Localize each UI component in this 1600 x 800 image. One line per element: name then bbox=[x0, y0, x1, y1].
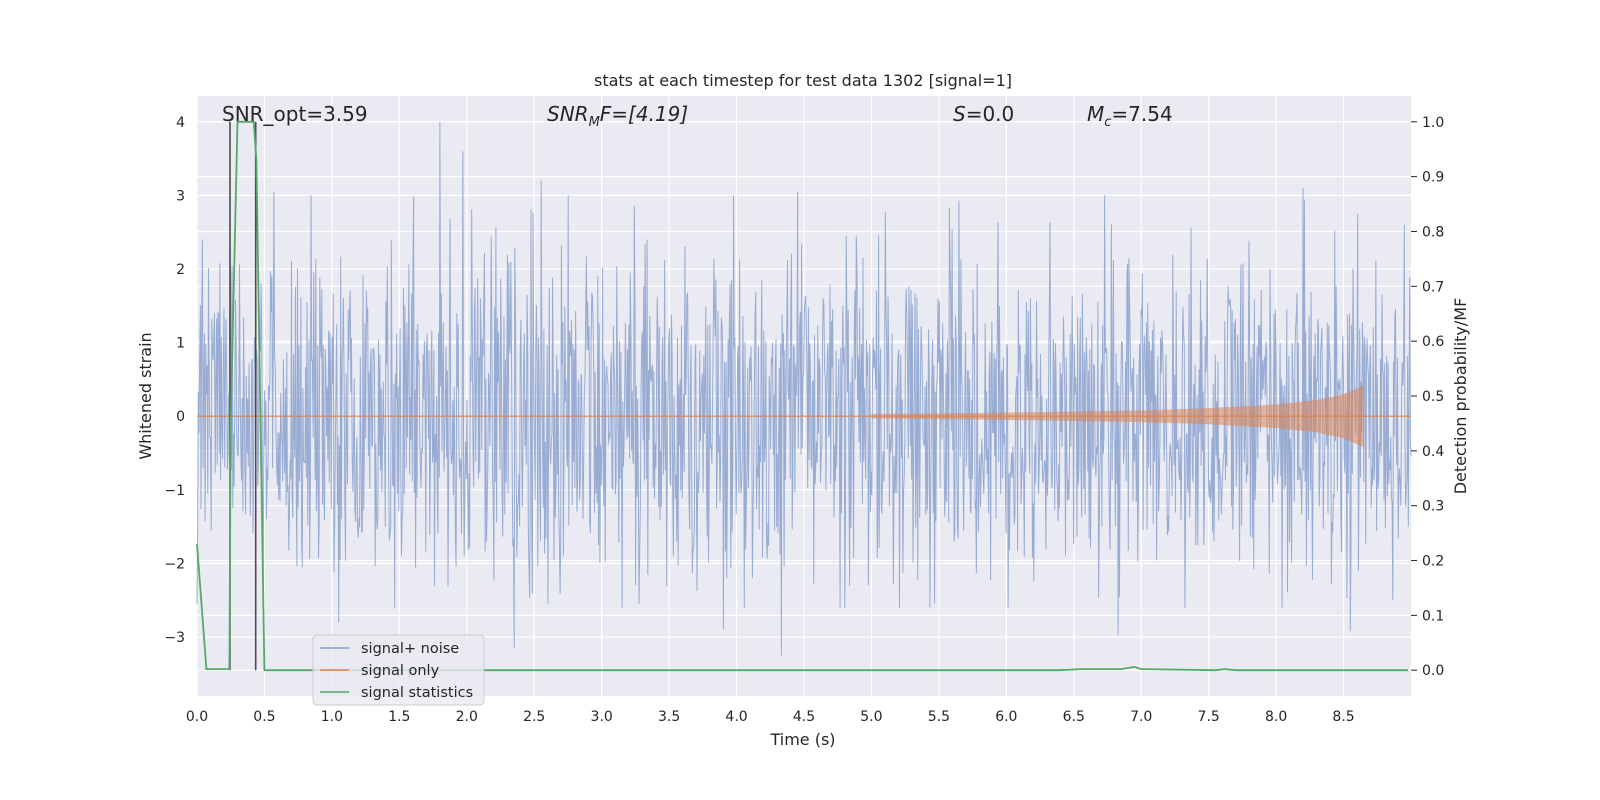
x-tick-label-0: 0.0 bbox=[186, 709, 208, 725]
legend-box bbox=[312, 634, 485, 706]
y-right-tick-label-8: 0.2 bbox=[1422, 554, 1444, 570]
x-tick-label-6: 3.0 bbox=[591, 709, 613, 725]
y-left-tick-label-1: 3 bbox=[176, 188, 185, 204]
y-right-tick-label-4: 0.6 bbox=[1422, 334, 1444, 350]
x-tick-label-3: 1.5 bbox=[388, 709, 410, 725]
y-right-tick-label-0: 1.0 bbox=[1422, 115, 1444, 131]
legend: signal+ noise signal only signal statist… bbox=[312, 634, 485, 706]
annotation-mc-sub: c bbox=[1104, 115, 1111, 130]
legend-label-signal-only: signal only bbox=[361, 663, 440, 679]
x-tick-label-13: 6.5 bbox=[1063, 709, 1085, 725]
annotation-snr-mf: SNRMF=[4.19] bbox=[547, 102, 688, 130]
y-right-tick-label-10: 0.0 bbox=[1422, 663, 1444, 679]
chart-title: stats at each timestep for test data 130… bbox=[594, 71, 1012, 90]
series-signal-plus-noise bbox=[196, 121, 1412, 656]
x-tick-label-4: 2.0 bbox=[456, 709, 478, 725]
y-left-axis-label: Whitened strain bbox=[136, 332, 155, 459]
y-left-tick-label-0: 4 bbox=[176, 115, 185, 131]
x-tick-label-2: 1.0 bbox=[321, 709, 343, 725]
x-axis-ticks: 0.0 0.5 1.0 1.5 2.0 2.5 3.0 3.5 4.0 4.5 5.0 5.5 6.0 6… bbox=[186, 709, 1355, 725]
y-right-tick-label-5: 0.5 bbox=[1422, 389, 1444, 405]
x-tick-label-15: 7.5 bbox=[1198, 709, 1220, 725]
x-tick-label-7: 3.5 bbox=[658, 709, 680, 725]
annotation-mc-italic: M bbox=[1087, 102, 1104, 126]
y-right-axis-ticks: 1.0 0.9 0.8 0.7 0.6 0.5 0.4 0.3 0.2 0.1 0.0 bbox=[1411, 115, 1444, 679]
y-left-tick-label-5: −1 bbox=[164, 483, 185, 499]
x-tick-label-17: 8.5 bbox=[1332, 709, 1354, 725]
x-tick-label-8: 4.0 bbox=[725, 709, 747, 725]
x-tick-label-10: 5.0 bbox=[860, 709, 882, 725]
y-right-tick-label-7: 0.3 bbox=[1422, 499, 1444, 515]
y-left-tick-label-4: 0 bbox=[176, 409, 185, 425]
x-tick-label-9: 4.5 bbox=[793, 709, 815, 725]
legend-label-signal-statistics: signal statistics bbox=[361, 685, 473, 701]
x-tick-label-14: 7.0 bbox=[1130, 709, 1152, 725]
y-left-tick-label-2: 2 bbox=[176, 262, 185, 278]
y-right-tick-label-9: 0.1 bbox=[1422, 608, 1444, 624]
y-right-axis-label: Detection probability/MF bbox=[1451, 298, 1470, 495]
annotation-snr-mf-sub: M bbox=[589, 115, 600, 130]
annotation-mc-rest: =7.54 bbox=[1111, 102, 1172, 126]
y-right-tick-label-1: 0.9 bbox=[1422, 170, 1444, 186]
x-tick-label-5: 2.5 bbox=[523, 709, 545, 725]
x-tick-label-11: 5.5 bbox=[928, 709, 950, 725]
statistics-line bbox=[196, 120, 1409, 672]
annotation-mc: Mc=7.54 bbox=[1087, 102, 1173, 130]
legend-label-signal-plus-noise: signal+ noise bbox=[361, 641, 459, 657]
annotation-snr-opt: SNR_opt=3.59 bbox=[222, 102, 368, 126]
y-right-tick-label-6: 0.4 bbox=[1422, 444, 1444, 460]
y-left-axis-ticks: 4 3 2 1 0 −1 −2 −3 bbox=[164, 115, 185, 646]
annotation-snr-mf-base: SNR bbox=[547, 102, 589, 126]
annotation-snr-mf-rest: F=[4.19] bbox=[600, 102, 688, 126]
x-tick-label-12: 6.0 bbox=[995, 709, 1017, 725]
noise-line bbox=[196, 121, 1412, 656]
x-axis-label: Time (s) bbox=[769, 730, 835, 749]
x-tick-label-16: 8.0 bbox=[1265, 709, 1287, 725]
y-left-tick-label-6: −2 bbox=[164, 556, 185, 572]
y-left-tick-label-7: −3 bbox=[164, 630, 185, 646]
y-left-tick-label-3: 1 bbox=[176, 336, 185, 352]
x-tick-label-1: 0.5 bbox=[253, 709, 275, 725]
y-right-tick-label-2: 0.8 bbox=[1422, 224, 1444, 240]
signal-chirp-envelope bbox=[871, 385, 1364, 448]
annotation-s-rest: =0.0 bbox=[966, 102, 1015, 126]
annotation-s: S=0.0 bbox=[953, 102, 1014, 126]
annotation-s-italic: S bbox=[953, 102, 966, 126]
series-signal-statistics bbox=[196, 120, 1409, 672]
series-signal-only bbox=[197, 385, 1411, 448]
y-right-tick-label-3: 0.7 bbox=[1422, 279, 1444, 295]
